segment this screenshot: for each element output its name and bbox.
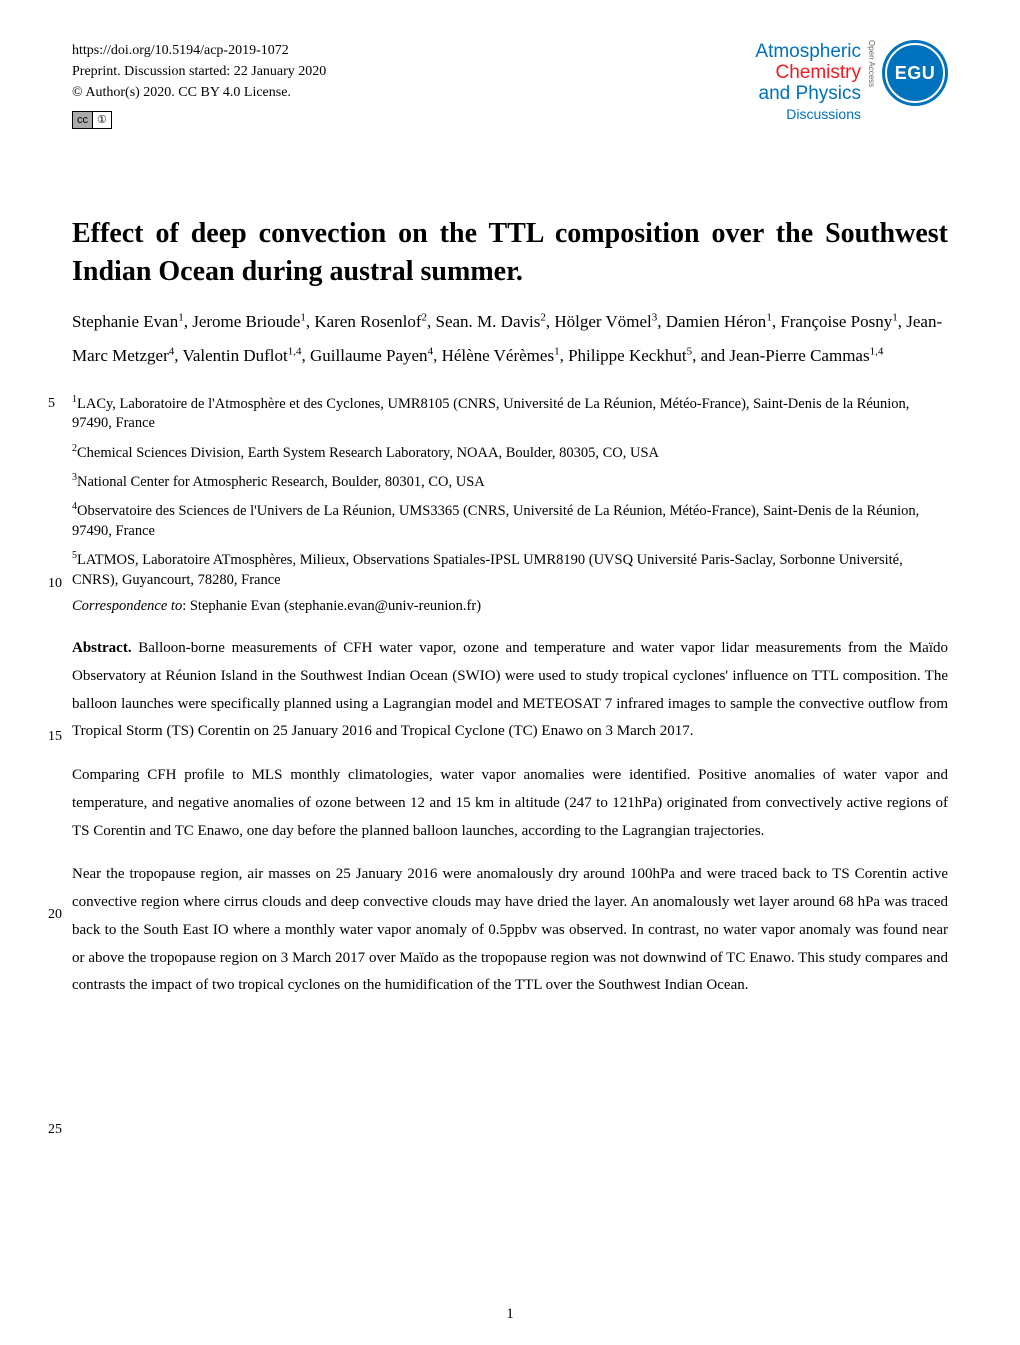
correspondence-label: Correspondence to (72, 598, 182, 614)
correspondence-line: Correspondence to: Stephanie Evan (steph… (72, 598, 948, 615)
journal-title-block: Atmospheric Chemistry and Physics Discus… (755, 40, 861, 122)
author-name: , Valentin Duflot (174, 346, 287, 365)
affiliation: 4Observatoire des Sciences de l'Univers … (72, 500, 948, 541)
line-number: 10 (48, 576, 62, 592)
body-paragraph: Comparing CFH profile to MLS monthly cli… (72, 762, 948, 845)
journal-name-line4: Discussions (755, 107, 861, 122)
author-name: , Damien Héron (657, 312, 766, 331)
preprint-date: Preprint. Discussion started: 22 January… (72, 61, 326, 82)
abstract-heading: Abstract. (72, 640, 132, 656)
egu-logo: EGU (882, 40, 948, 106)
body-paragraph: Near the tropopause region, air masses o… (72, 861, 948, 1000)
paper-title: Effect of deep convection on the TTL com… (72, 215, 948, 291)
affiliations-block: 1LACy, Laboratoire de l'Atmosphère et de… (72, 393, 948, 591)
affiliation: 3National Center for Atmospheric Researc… (72, 471, 948, 492)
author-name: , Karen Rosenlof (306, 312, 422, 331)
line-number: 25 (48, 1122, 62, 1138)
correspondence-text: : Stephanie Evan (stephanie.evan@univ-re… (182, 598, 481, 614)
doi-link[interactable]: https://doi.org/10.5194/acp-2019-1072 (72, 40, 326, 61)
author-name: , Guillaume Payen (302, 346, 428, 365)
affil-text: Observatoire des Sciences de l'Univers d… (72, 503, 919, 539)
line-number: 15 (48, 729, 62, 745)
affiliation: 2Chemical Sciences Division, Earth Syste… (72, 442, 948, 463)
affil-text: LATMOS, Laboratoire ATmosphères, Milieux… (72, 552, 903, 588)
author-name: , Jerome Brioude (184, 312, 301, 331)
abstract-text: Balloon-borne measurements of CFH water … (72, 640, 948, 739)
cc-icon-part: cc (73, 112, 92, 128)
copyright-line: © Author(s) 2020. CC BY 4.0 License. (72, 82, 326, 103)
author-name: , Sean. M. Davis (427, 312, 540, 331)
affiliation: 5LATMOS, Laboratoire ATmosphères, Milieu… (72, 549, 948, 590)
author-name: , and Jean-Pierre Cammas (692, 346, 870, 365)
open-access-label: Open Access (867, 40, 876, 96)
author-list: Stephanie Evan1, Jerome Brioude1, Karen … (72, 305, 948, 373)
affil-text: LACy, Laboratoire de l'Atmosphère et des… (72, 395, 909, 431)
journal-name-line2: Chemistry (755, 63, 861, 84)
header-meta: https://doi.org/10.5194/acp-2019-1072 Pr… (72, 40, 326, 205)
cc-license-badge: cc ① (72, 111, 326, 129)
author-name: , Hélène Vérèmes (433, 346, 554, 365)
page-number: 1 (0, 1306, 1020, 1323)
journal-name-line3: and Physics (755, 84, 861, 105)
line-number: 20 (48, 907, 62, 923)
egu-logo-text: EGU (895, 63, 936, 84)
journal-brand: Atmospheric Chemistry and Physics Discus… (755, 40, 948, 122)
by-icon-part: ① (92, 112, 111, 128)
page-header: https://doi.org/10.5194/acp-2019-1072 Pr… (72, 40, 948, 205)
author-affil-ref: 1,4 (870, 345, 884, 357)
author-name: , Hölger Vömel (546, 312, 652, 331)
cc-by-icon: cc ① (72, 111, 112, 129)
author-affil-ref: 1,4 (288, 345, 302, 357)
abstract-paragraph: Abstract. Balloon-borne measurements of … (72, 635, 948, 746)
affil-text: Chemical Sciences Division, Earth System… (77, 444, 659, 460)
line-number: 5 (48, 396, 55, 412)
affiliation: 1LACy, Laboratoire de l'Atmosphère et de… (72, 393, 948, 434)
affil-text: National Center for Atmospheric Research… (77, 474, 485, 490)
author-name: , Françoise Posny (772, 312, 892, 331)
author-name: , Philippe Keckhut (560, 346, 687, 365)
author-name: Stephanie Evan (72, 312, 178, 331)
journal-name-line1: Atmospheric (755, 42, 861, 63)
